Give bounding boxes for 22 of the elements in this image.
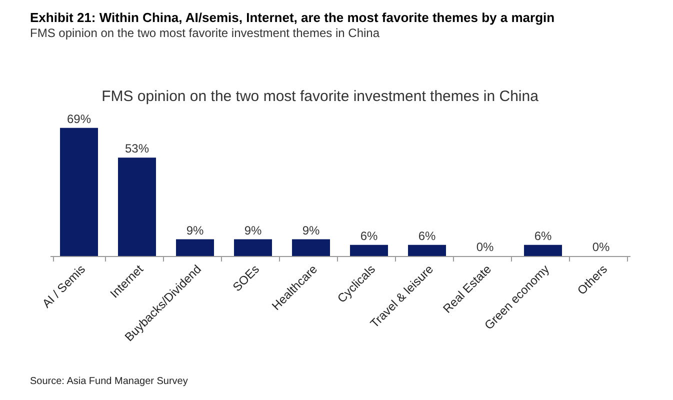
bar <box>118 158 156 256</box>
data-label: 69% <box>66 112 92 126</box>
data-label: 9% <box>244 223 262 238</box>
data-label: 0% <box>476 240 494 254</box>
bar <box>350 244 388 256</box>
bar <box>60 128 98 256</box>
bar <box>234 239 272 256</box>
data-label: 53% <box>124 142 150 156</box>
bar <box>408 244 446 256</box>
bar <box>524 244 562 256</box>
data-label: 9% <box>186 223 204 238</box>
text: FMS opinion on the two most favorite investment themes in China <box>102 88 540 105</box>
data-label: 0% <box>592 240 610 254</box>
data-label: 6% <box>360 228 378 243</box>
chart-title: Exhibit 21: Within China, AI/semis, Internet, are the most favorite themes by a margin <box>30 10 555 25</box>
chart-subtitle: FMS opinion on the two most favorite investment themes in China <box>30 26 380 40</box>
bar <box>292 239 330 256</box>
data-label: 6% <box>418 228 436 243</box>
source-note: Source: Asia Fund Manager Survey <box>30 376 188 387</box>
bar <box>176 239 214 256</box>
data-label: 6% <box>534 228 552 243</box>
data-label: 9% <box>302 223 320 238</box>
